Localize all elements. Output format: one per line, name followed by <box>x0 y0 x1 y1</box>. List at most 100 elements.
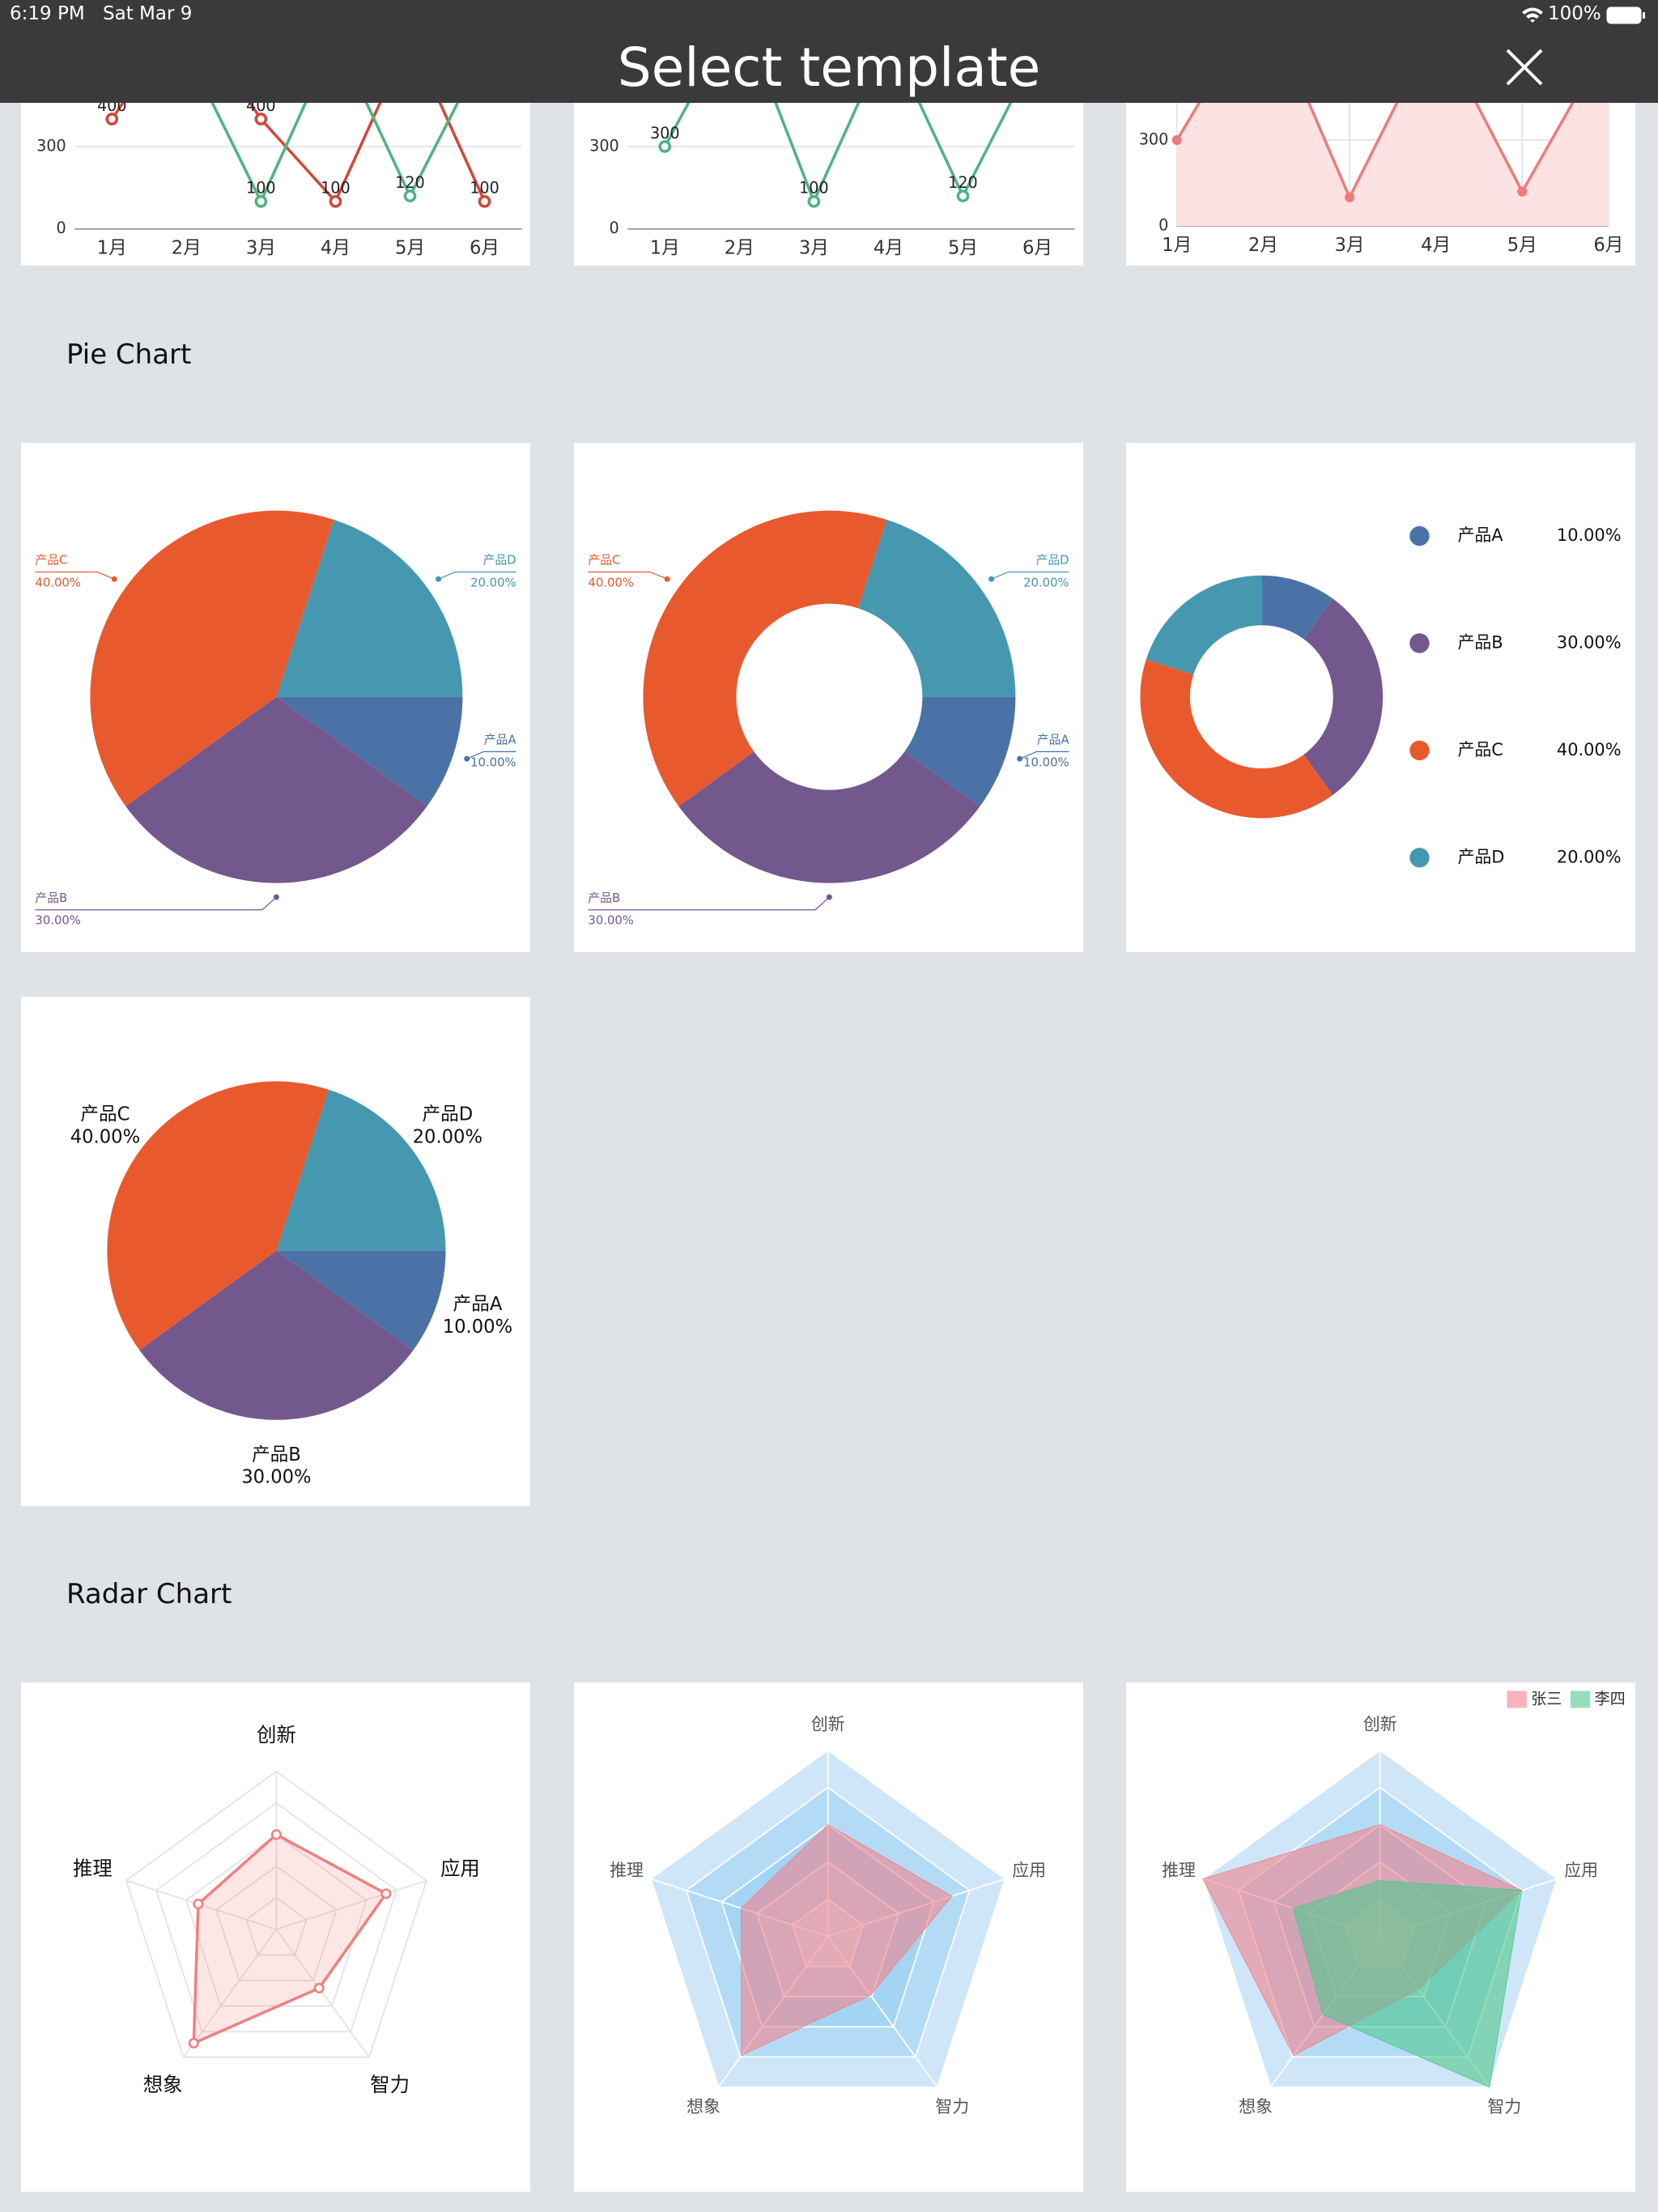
y-tick-label: 300 <box>1139 130 1169 148</box>
slice-value-label: 40.00% <box>70 1126 140 1147</box>
data-point <box>329 194 342 208</box>
data-label: 300 <box>650 124 680 143</box>
status-date: Sat Mar 9 <box>103 3 193 24</box>
slice-label: 产品B <box>588 891 620 905</box>
slice-label: 产品C <box>80 1104 130 1125</box>
data-label: 100 <box>470 179 500 198</box>
slice-value-label: 10.00% <box>470 755 516 769</box>
pie-slice <box>276 696 463 806</box>
leader-line <box>991 571 1069 580</box>
indicator-label: 创新 <box>1363 1714 1397 1733</box>
battery-icon <box>1606 6 1645 24</box>
slice-value-label: 30.00% <box>588 914 633 928</box>
x-tick-label: 6月 <box>1593 235 1623 256</box>
data-point <box>1517 186 1528 197</box>
radar-point <box>380 1888 392 1899</box>
slice-label: 产品B <box>252 1444 301 1465</box>
legend-value: 30.00% <box>1557 632 1622 652</box>
radar-point <box>193 1899 204 1910</box>
slice-label: 产品A <box>1037 733 1069 747</box>
data-point <box>478 194 491 208</box>
slice-label: 产品D <box>483 554 517 568</box>
pie-slice <box>1146 575 1262 675</box>
legend-label: 产品C <box>1457 740 1503 759</box>
pie-slice <box>904 696 1016 806</box>
leader-line <box>1019 751 1069 759</box>
x-tick-label: 5月 <box>1507 235 1537 256</box>
pie-slice <box>276 1250 446 1351</box>
x-tick-label: 4月 <box>321 238 351 259</box>
indicator-label: 应用 <box>1012 1861 1046 1880</box>
data-label: 120 <box>948 173 978 192</box>
radar-spoke <box>275 1929 370 2058</box>
close-button[interactable] <box>1504 47 1545 87</box>
legend-swatch <box>1409 740 1430 761</box>
slice-value-label: 10.00% <box>443 1317 512 1338</box>
pie-slice <box>125 696 427 883</box>
section-title: Pie Chart <box>66 338 192 371</box>
x-tick-label: 6月 <box>1022 238 1052 259</box>
radar-point <box>313 1983 325 1994</box>
pie-slice <box>139 1250 414 1420</box>
indicator-label: 应用 <box>1564 1861 1598 1880</box>
slice-value-label: 40.00% <box>588 576 633 589</box>
x-tick-label: 6月 <box>470 238 500 259</box>
header: 6:19 PM Sat Mar 9 100% Select template <box>0 0 1658 103</box>
pie-slice <box>1140 659 1333 819</box>
radar-area <box>1292 1880 1523 2088</box>
section-title: Radar Chart <box>66 1578 232 1610</box>
x-tick-label: 3月 <box>1334 235 1364 256</box>
data-point <box>254 194 268 208</box>
pie-slice <box>1261 575 1333 640</box>
data-point <box>956 189 970 202</box>
legend-label: 张三 <box>1531 1689 1562 1708</box>
indicator-label: 创新 <box>811 1714 845 1733</box>
status-time: 6:19 PM <box>10 3 85 24</box>
radar-ring <box>245 1896 308 1956</box>
indicator-label: 智力 <box>1487 2097 1521 2116</box>
x-tick-label: 5月 <box>395 238 425 259</box>
indicator-label: 想象 <box>1239 2097 1273 2116</box>
indicator-label: 推理 <box>1162 1861 1196 1880</box>
indicator-label: 智力 <box>370 2073 410 2096</box>
legend-value: 10.00% <box>1557 525 1622 545</box>
legend-swatch <box>1409 633 1430 653</box>
pie-slice <box>107 1081 329 1351</box>
radar-ring <box>215 1865 338 1981</box>
radar-point <box>270 1829 282 1840</box>
data-label: 100 <box>799 179 829 198</box>
legend-label: 产品D <box>1457 847 1504 866</box>
slice-value-label: 30.00% <box>35 914 80 928</box>
y-tick-label: 0 <box>610 219 619 237</box>
data-point <box>807 194 821 208</box>
slice-label: 产品A <box>453 1294 503 1315</box>
leader-dot <box>664 576 670 582</box>
pie-slice <box>1303 598 1384 795</box>
pie-slice <box>90 510 334 806</box>
leader-line <box>35 896 277 911</box>
legend-label: 产品B <box>1457 632 1503 652</box>
radar-ring <box>125 1770 427 2058</box>
legend-swatch <box>1409 848 1430 868</box>
x-tick-label: 5月 <box>948 238 978 259</box>
legend-label: 李四 <box>1594 1689 1625 1708</box>
y-tick-label: 300 <box>589 136 619 155</box>
x-tick-label: 2月 <box>725 238 755 259</box>
leader-line <box>588 571 668 580</box>
indicator-label: 推理 <box>610 1861 644 1880</box>
x-tick-label: 2月 <box>172 238 202 259</box>
header-title: Select template <box>617 36 1041 99</box>
indicator-label: 智力 <box>935 2097 969 2116</box>
legend-swatch <box>1409 525 1430 547</box>
data-point <box>403 189 417 202</box>
x-tick-label: 3月 <box>799 238 829 259</box>
x-tick-label: 3月 <box>246 238 276 259</box>
pie-slice <box>678 751 980 883</box>
